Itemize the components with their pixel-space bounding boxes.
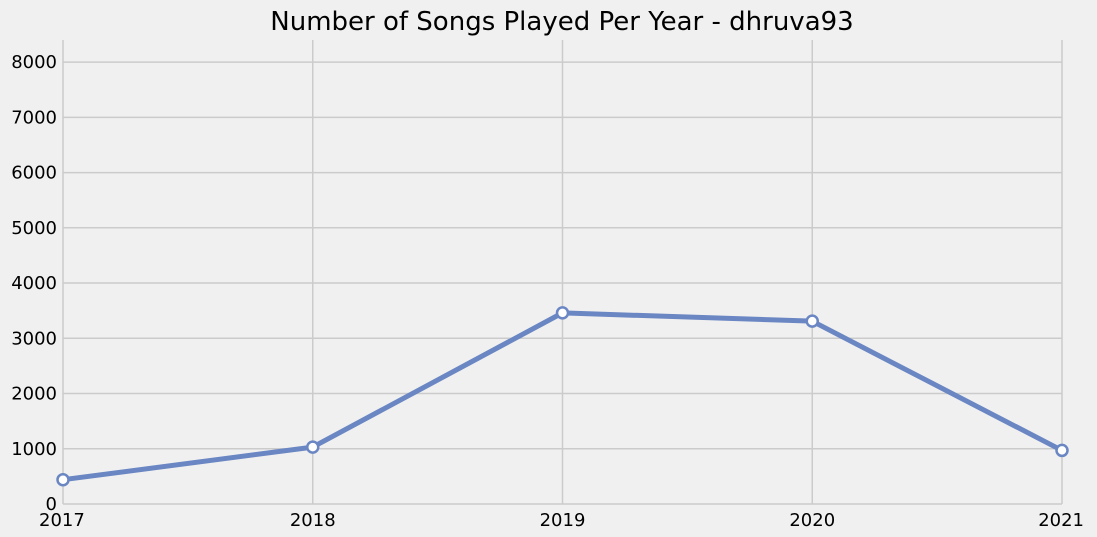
y-tick-label: 7000 <box>11 107 57 128</box>
x-tick-label: 2019 <box>540 510 586 531</box>
data-point <box>306 440 320 454</box>
series-layer <box>56 306 1069 487</box>
axis-layer: 0 1000 2000 3000 4000 5000 6000 7000 8000 2017 201… <box>11 52 1084 531</box>
data-point <box>805 314 819 328</box>
y-tick-label: 6000 <box>11 163 57 184</box>
y-tick-label: 4000 <box>11 273 57 294</box>
y-tick-label: 8000 <box>11 52 57 73</box>
x-tick-label: 2018 <box>290 510 336 531</box>
data-point <box>56 472 70 487</box>
data-point <box>1055 443 1069 458</box>
data-point <box>555 306 570 320</box>
grid-layer <box>62 40 1063 505</box>
y-tick-label: 1000 <box>11 439 57 460</box>
y-tick-label: 0 <box>46 494 57 515</box>
chart-title: Number of Songs Played Per Year - dhruva… <box>270 7 853 37</box>
x-tick-label: 2021 <box>1038 510 1084 531</box>
y-tick-label: 5000 <box>11 218 57 239</box>
y-tick-label: 2000 <box>11 384 57 405</box>
x-tick-label: 2020 <box>789 510 835 531</box>
y-tick-label: 3000 <box>11 328 57 349</box>
x-tick-label: 2017 <box>39 510 85 531</box>
